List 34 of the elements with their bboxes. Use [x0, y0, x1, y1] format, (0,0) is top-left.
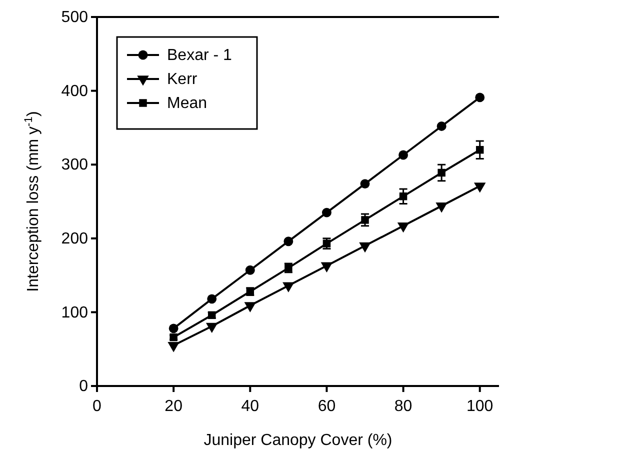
point — [206, 322, 218, 334]
point — [398, 150, 408, 160]
x-tick-label: 20 — [164, 398, 183, 415]
point — [245, 265, 255, 275]
legend-label: Kerr — [167, 71, 198, 88]
point — [282, 282, 294, 292]
point — [359, 242, 371, 253]
point — [476, 146, 484, 154]
point — [475, 92, 485, 102]
x-tick-label: 0 — [92, 398, 102, 415]
x-axis-title: Juniper Canopy Cover (%) — [204, 432, 392, 449]
y-tick-label: 400 — [61, 82, 88, 100]
y-tick-label: 200 — [61, 230, 88, 248]
legend-label: Mean — [167, 95, 208, 112]
point — [397, 222, 410, 233]
x-tick-label: 80 — [394, 398, 412, 415]
point — [399, 192, 408, 200]
point — [284, 236, 294, 246]
x-tick-label: 60 — [318, 398, 336, 415]
y-tick-label: 300 — [61, 156, 88, 174]
point — [207, 294, 217, 304]
x-tick-label: 100 — [466, 398, 494, 415]
point — [436, 122, 446, 131]
point — [360, 179, 370, 188]
x-tick-label: 40 — [241, 398, 260, 415]
point — [320, 262, 333, 272]
point — [244, 302, 256, 312]
y-tick-label: 100 — [61, 304, 88, 322]
legend-label: Bexar - 1 — [167, 47, 232, 64]
point — [322, 208, 332, 218]
y-tick-label: 500 — [61, 9, 88, 26]
point — [168, 342, 180, 352]
point — [168, 324, 178, 334]
y-tick-label: 0 — [79, 378, 88, 396]
